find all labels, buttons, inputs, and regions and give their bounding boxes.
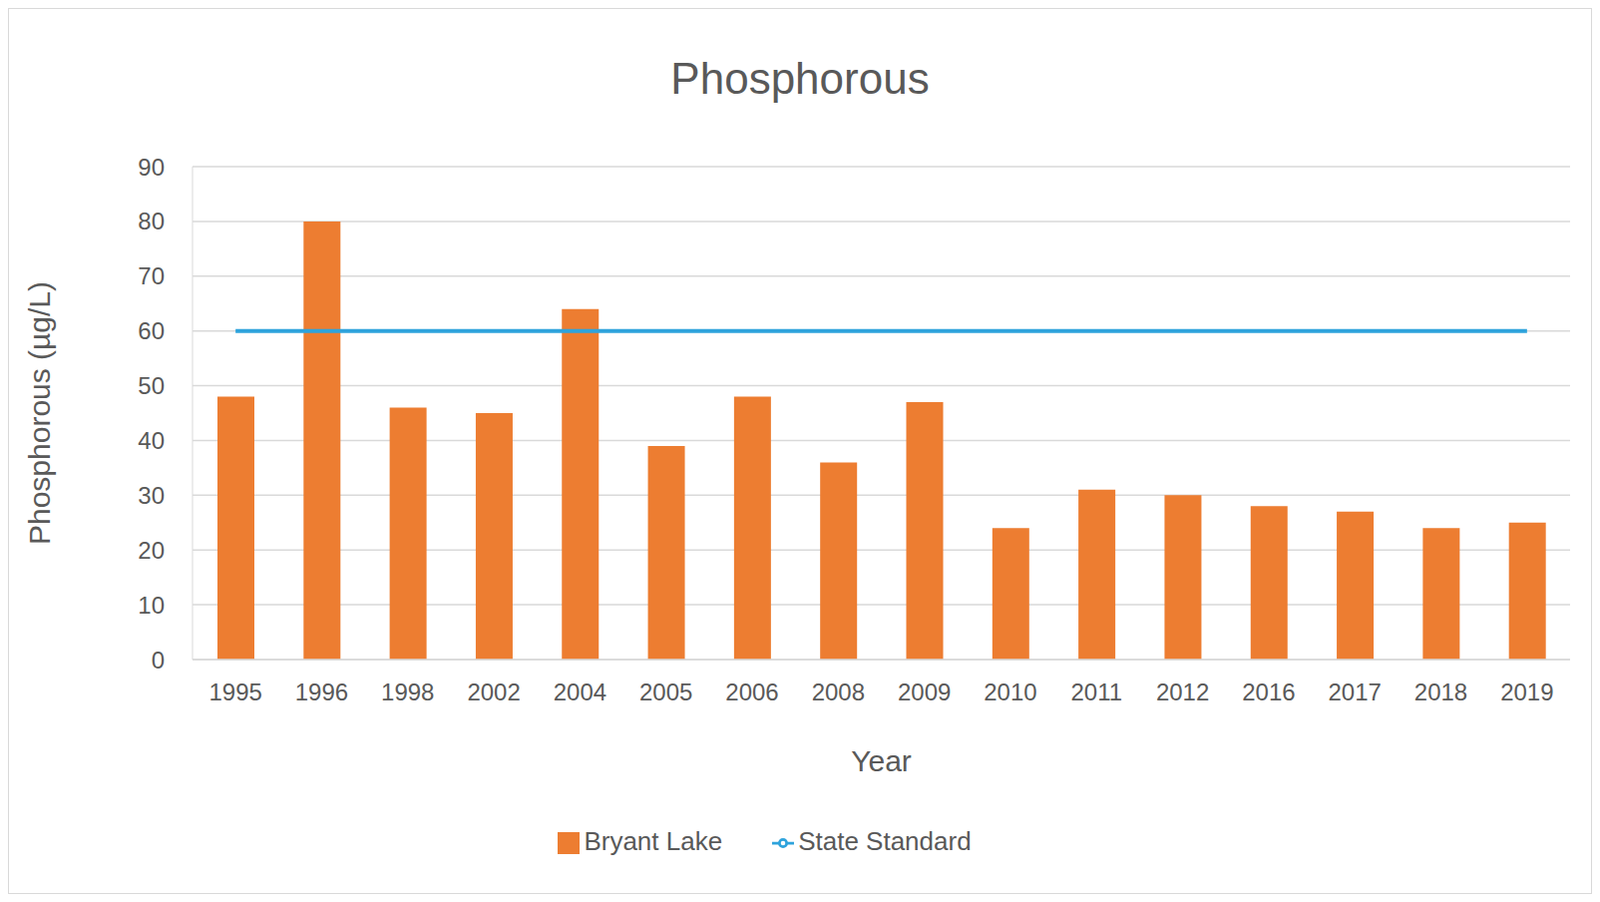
svg-text:0: 0 (151, 646, 165, 674)
svg-text:2010: 2010 (983, 678, 1037, 706)
svg-text:20: 20 (137, 536, 165, 564)
svg-text:70: 70 (137, 262, 165, 290)
svg-text:2012: 2012 (1156, 678, 1209, 706)
svg-text:Phosphorous (µg/L): Phosphorous (µg/L) (22, 281, 56, 545)
svg-text:80: 80 (137, 207, 165, 235)
svg-text:2018: 2018 (1414, 678, 1468, 706)
svg-text:2009: 2009 (897, 678, 951, 706)
svg-text:2011: 2011 (1070, 678, 1123, 706)
html-text:State Standard: State Standard (798, 825, 972, 856)
svg-text:40: 40 (137, 426, 165, 454)
svg-text:1995: 1995 (208, 678, 262, 706)
svg-text:90: 90 (137, 153, 165, 181)
svg-text:2019: 2019 (1500, 678, 1554, 706)
html-text:Phosphorous: Phosphorous (670, 53, 930, 103)
svg-text:2017: 2017 (1328, 678, 1382, 706)
svg-text:50: 50 (137, 372, 165, 400)
svg-text:60: 60 (137, 317, 165, 345)
svg-text:2006: 2006 (725, 678, 779, 706)
svg-text:2004: 2004 (553, 678, 607, 706)
svg-text:2016: 2016 (1241, 678, 1295, 706)
svg-text:30: 30 (137, 481, 165, 509)
svg-text:2008: 2008 (811, 678, 865, 706)
html-text:Bryant Lake: Bryant Lake (583, 825, 723, 856)
svg-text:Year: Year (850, 744, 912, 778)
svg-text:2005: 2005 (639, 678, 693, 706)
svg-text:10: 10 (137, 591, 165, 619)
svg-text:1996: 1996 (295, 678, 349, 706)
svg-text:2002: 2002 (466, 678, 520, 706)
svg-text:1998: 1998 (381, 678, 434, 706)
